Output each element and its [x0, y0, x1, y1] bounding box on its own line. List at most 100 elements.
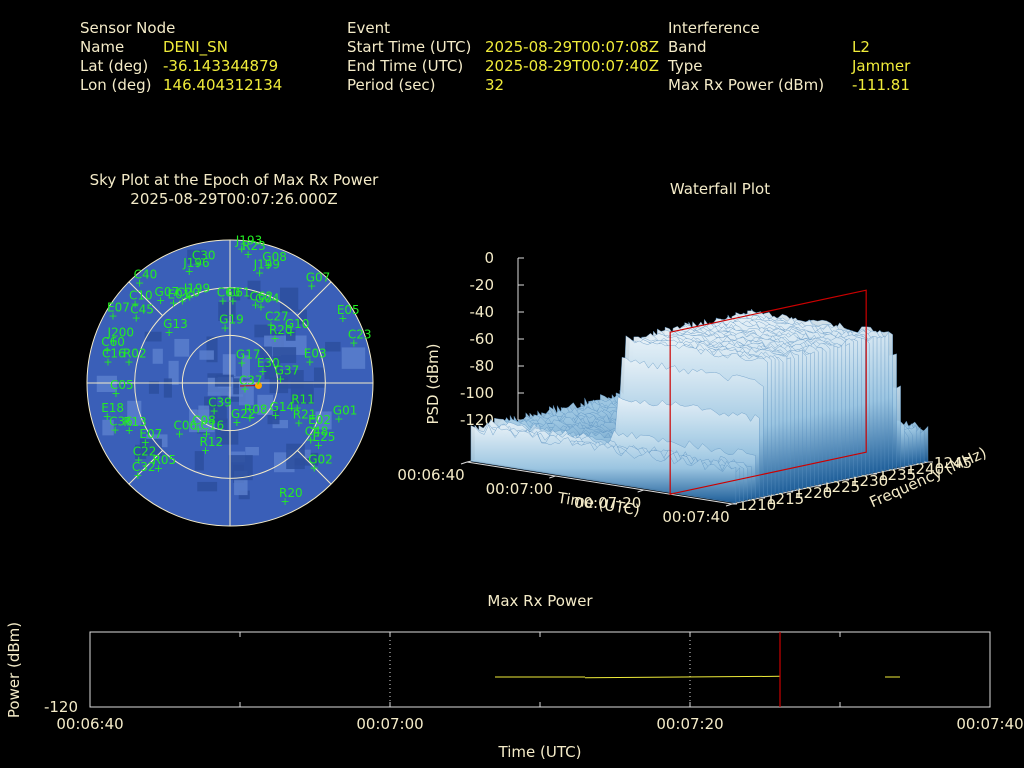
freq-tick-label: 1235 — [878, 466, 916, 484]
satellite-marker: + — [334, 412, 343, 425]
satellite-marker: + — [286, 326, 295, 339]
sky-block — [232, 380, 244, 395]
sky-block — [96, 375, 117, 393]
time-axis-label: Time (UTC) — [498, 743, 582, 761]
satellite-label: G08 — [262, 250, 287, 264]
satellite-label: C62 — [250, 289, 274, 303]
period-label: Period (sec) — [347, 76, 436, 94]
time-tick-label: 00:06:40 — [397, 466, 464, 484]
psd-surface — [470, 308, 929, 504]
satellite-label: R08 — [244, 402, 268, 416]
satellite-label: G01 — [333, 403, 358, 417]
satellite-label: E18 — [101, 401, 124, 415]
satellite-marker: + — [124, 356, 133, 369]
satellite-marker: + — [111, 387, 120, 400]
satellite-marker: + — [103, 344, 112, 357]
satellite-marker: + — [178, 294, 187, 307]
sky-block — [272, 347, 297, 364]
satellite-label: R05 — [153, 453, 177, 467]
satellite-marker: + — [132, 311, 141, 324]
satellite-marker: + — [251, 298, 260, 311]
start-time-value: 2025-08-29T00:07:08Z — [485, 38, 659, 56]
satellite-label: G13 — [163, 317, 188, 331]
freq-tick-label: 1225 — [822, 478, 860, 496]
sky-block — [239, 380, 254, 406]
satellite-marker: + — [306, 434, 315, 447]
satellite-label: R02 — [123, 347, 147, 361]
satellite-label: R11 — [291, 392, 315, 406]
satellite-marker: + — [165, 326, 174, 339]
satellite-marker: + — [103, 355, 112, 368]
satellite-marker: + — [154, 462, 163, 475]
max-rx-title: Max Rx Power — [487, 592, 593, 610]
satellite-marker: + — [228, 294, 237, 307]
satellite-marker: + — [201, 444, 210, 457]
satellite-label: E01 — [167, 287, 190, 301]
end-time-value: 2025-08-29T00:07:40Z — [485, 57, 659, 75]
satellite-label: C37 — [239, 373, 263, 387]
satellite-marker: + — [156, 294, 165, 307]
sky-block — [341, 347, 366, 369]
time-axis — [466, 461, 733, 505]
sky-block — [254, 324, 271, 338]
satellite-label: G07 — [306, 271, 331, 285]
psd-tick-label: -60 — [470, 330, 495, 348]
satellite-label: J199 — [253, 257, 280, 271]
satellite-marker: + — [349, 337, 358, 350]
satellite-marker: + — [237, 242, 246, 255]
satellite-marker: + — [202, 427, 211, 440]
satellite-marker: + — [110, 423, 119, 436]
satellite-label: J193 — [235, 233, 262, 247]
time-tick-label: 00:07:00 — [486, 480, 553, 498]
psd-tick-label: -20 — [470, 276, 495, 294]
sky-block — [214, 375, 232, 387]
satellite-marker: + — [185, 291, 194, 304]
satellite-label: C40 — [134, 268, 158, 282]
satellite-marker: + — [109, 335, 118, 348]
sky-block — [247, 280, 261, 300]
satellite-marker: + — [244, 248, 253, 261]
sky-block — [272, 420, 289, 429]
sky-axis-diag — [128, 450, 163, 485]
time-tick-label: 00:07:40 — [662, 508, 729, 526]
satellite-marker: + — [305, 356, 314, 369]
satellite-label: E07 — [139, 427, 162, 441]
satellite-label: R23 — [242, 239, 266, 253]
sky-block — [197, 481, 218, 492]
psd-axis-label: PSD (dBm) — [424, 343, 442, 424]
satellite-marker: + — [310, 461, 319, 474]
satellite-marker: + — [255, 266, 264, 279]
time-tick — [460, 461, 468, 465]
waterfall-title: Waterfall Plot — [669, 180, 771, 198]
freq-tick-label: 1215 — [766, 490, 804, 508]
freq-tick-label: 1220 — [794, 484, 832, 502]
satellite-label: G19 — [219, 313, 244, 327]
satellite-label: G22 — [231, 407, 256, 421]
satellite-label: C22 — [133, 445, 157, 459]
type-value: Jammer — [852, 57, 911, 75]
satellite-marker: + — [135, 277, 144, 290]
sky-plot-subtitle: 2025-08-29T00:07:26.000Z — [130, 190, 338, 208]
satellite-label: R12 — [200, 435, 224, 449]
satellite-marker: + — [133, 469, 142, 482]
satellite-label: C20 — [176, 285, 200, 299]
satellite-label: C23 — [348, 328, 372, 342]
name-label: Name — [80, 38, 125, 56]
sky-blocks — [96, 249, 366, 500]
satellite-label: C06 — [173, 419, 197, 433]
time-tick-label: 00:07:00 — [356, 715, 423, 733]
end-time-label: End Time (UTC) — [347, 57, 464, 75]
satellite-label: E03 — [304, 347, 327, 361]
satellite-label: G04 — [255, 291, 280, 305]
satellite-label: J196 — [182, 256, 209, 270]
satellite-marker: + — [245, 411, 254, 424]
satellite-label: C30 — [192, 248, 216, 262]
lon-label: Lon (deg) — [80, 76, 152, 94]
satellite-marker: + — [264, 259, 273, 272]
sky-block — [206, 336, 218, 363]
psd-tick-label: -40 — [470, 303, 495, 321]
event-header: Event — [347, 19, 390, 37]
time-tick — [549, 475, 556, 479]
satellite-label: C39 — [208, 396, 232, 410]
